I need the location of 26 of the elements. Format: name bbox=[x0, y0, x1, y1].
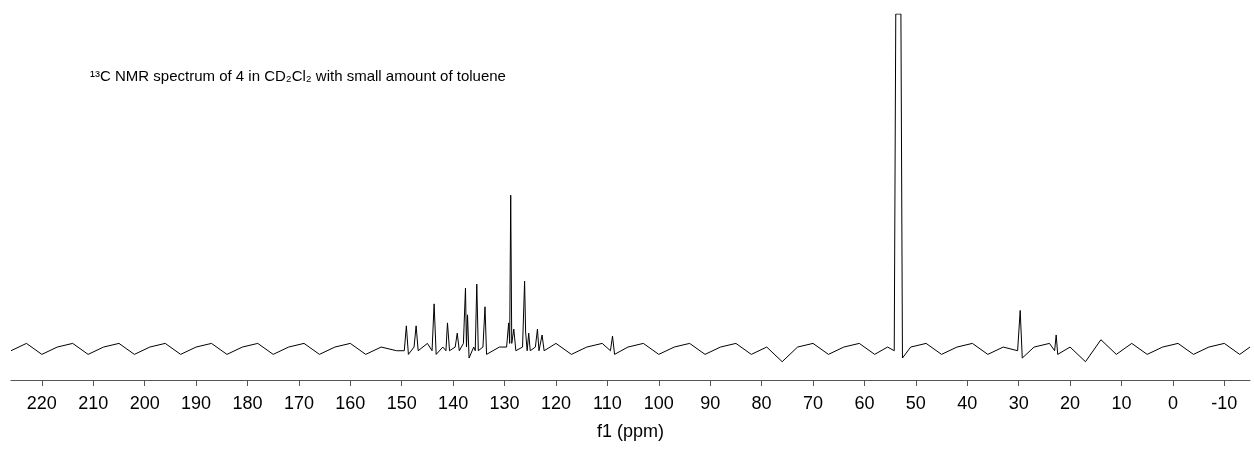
x-tick-label: 180 bbox=[232, 393, 263, 413]
x-tick-label: 200 bbox=[129, 393, 160, 413]
x-axis-title: f1 (ppm) bbox=[596, 421, 665, 441]
x-tick-label: -10 bbox=[1211, 393, 1238, 413]
x-tick-label: 110 bbox=[593, 393, 622, 413]
x-tick-label: 140 bbox=[438, 393, 469, 413]
x-tick-label: 150 bbox=[386, 393, 417, 413]
x-tick-label: 0 bbox=[1167, 393, 1178, 413]
x-tick-label: 30 bbox=[1008, 393, 1029, 413]
x-tick-label: 120 bbox=[540, 393, 571, 413]
x-tick-label: 210 bbox=[78, 393, 109, 413]
x-tick-label: 50 bbox=[905, 393, 926, 413]
x-tick-label: 170 bbox=[283, 393, 314, 413]
x-tick-label: 70 bbox=[802, 393, 824, 413]
x-tick-label: 190 bbox=[181, 393, 212, 413]
x-tick-label: 10 bbox=[1111, 393, 1132, 413]
x-tick-label: 60 bbox=[854, 393, 875, 413]
text: ¹³C NMR spectrum of 4 in CD₂Cl₂ with small amount of toluene bbox=[90, 67, 506, 84]
x-tick-label: 100 bbox=[643, 393, 674, 413]
x-tick-label: 40 bbox=[957, 393, 978, 413]
x-tick-label: 20 bbox=[1060, 393, 1081, 413]
x-tick-label: 160 bbox=[335, 393, 366, 413]
x-tick-label: 130 bbox=[489, 393, 520, 413]
x-tick-label: 90 bbox=[700, 393, 721, 413]
x-tick-label: 80 bbox=[751, 393, 772, 413]
x-tick-label: 220 bbox=[26, 393, 57, 413]
